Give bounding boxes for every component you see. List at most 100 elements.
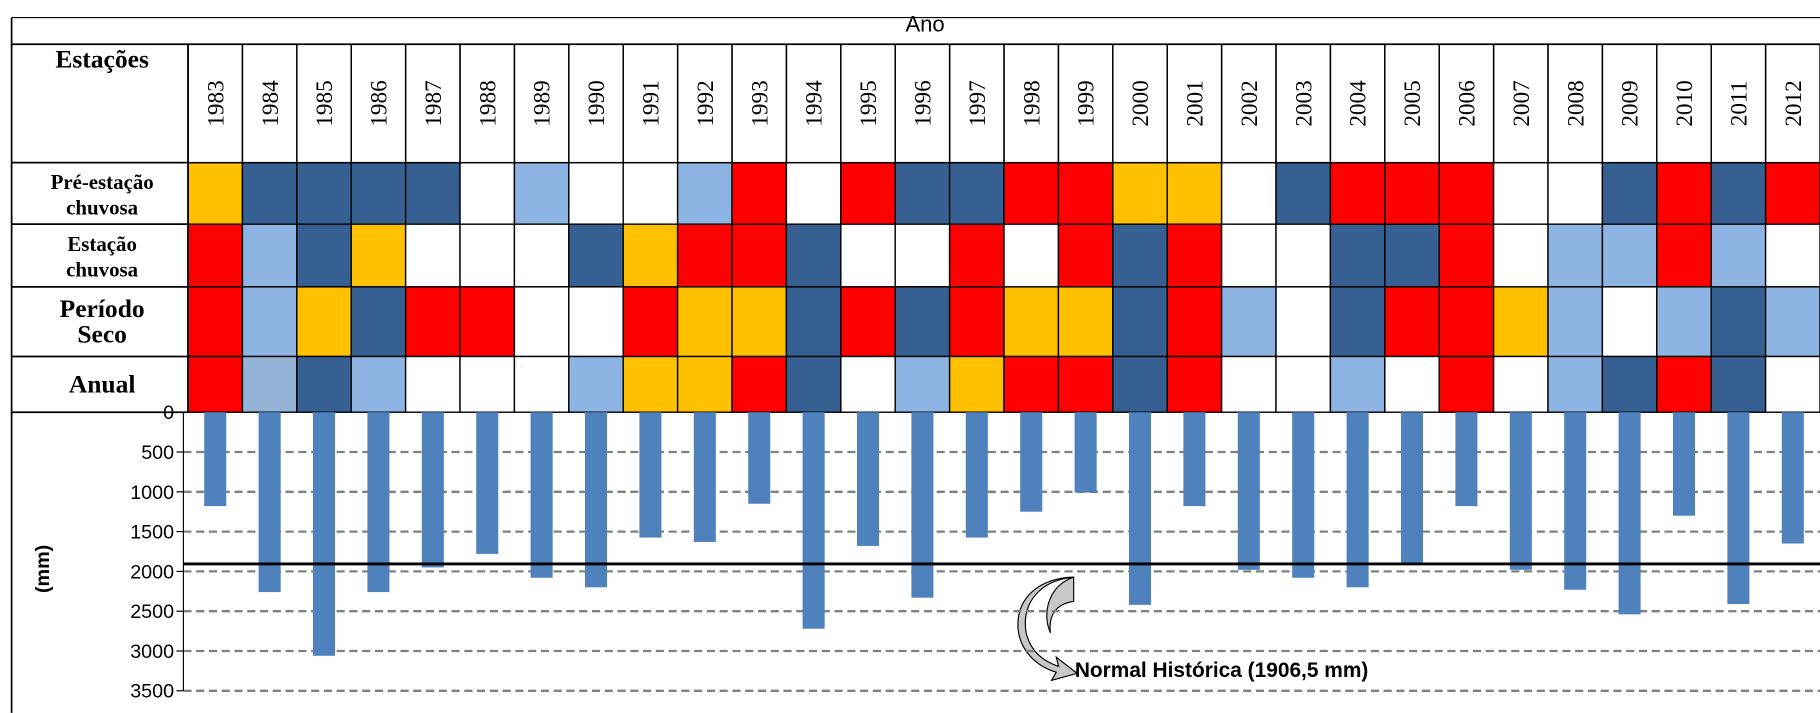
cell — [1764, 223, 1820, 288]
year-label: 2008 — [1563, 80, 1589, 126]
bar — [258, 412, 281, 593]
cell — [513, 286, 570, 358]
cell — [1220, 355, 1277, 413]
cell — [1601, 223, 1658, 288]
row-label: chuvosa — [66, 257, 138, 281]
cell — [1438, 161, 1495, 225]
year-label: 2005 — [1400, 80, 1426, 126]
year-label: 2007 — [1509, 80, 1535, 126]
year-label: 2006 — [1455, 80, 1481, 126]
y-tick-label: 0 — [163, 402, 174, 424]
year-label: 2004 — [1346, 80, 1372, 127]
cell — [459, 223, 516, 288]
cell — [1112, 355, 1168, 413]
cell — [568, 286, 624, 358]
row-label: chuvosa — [66, 195, 138, 219]
bar — [693, 412, 716, 542]
cell — [1220, 286, 1277, 358]
year-label: 1993 — [747, 80, 773, 126]
cell — [840, 223, 896, 288]
cell — [1764, 286, 1820, 358]
y-tick-label: 2000 — [130, 561, 174, 583]
cell — [404, 223, 461, 288]
year-label: 1998 — [1019, 80, 1045, 126]
cell — [241, 223, 298, 288]
bar — [1781, 412, 1804, 544]
bar — [965, 412, 988, 538]
year-label: 1991 — [639, 80, 665, 126]
cell — [1166, 355, 1223, 413]
cell — [1003, 355, 1060, 413]
cell — [568, 355, 624, 413]
cell — [622, 286, 679, 358]
cell — [1057, 223, 1114, 288]
cell — [187, 286, 244, 358]
cell — [1112, 286, 1168, 358]
bar — [639, 412, 662, 538]
cell — [404, 161, 461, 225]
year-label: 1983 — [203, 80, 229, 126]
row-label: Anual — [69, 369, 136, 398]
year-label: 1995 — [856, 80, 882, 126]
corner-label: Estações — [55, 44, 149, 73]
cell — [676, 223, 733, 288]
cell — [894, 286, 951, 358]
cell — [1329, 161, 1386, 225]
cell — [1329, 223, 1386, 288]
cell — [785, 223, 842, 288]
year-label: 1986 — [367, 80, 393, 126]
cell — [785, 355, 842, 413]
cell — [1547, 161, 1604, 225]
year-label: 2009 — [1618, 80, 1644, 126]
cell — [1492, 355, 1549, 413]
cell — [241, 161, 298, 225]
year-label: 2011 — [1727, 81, 1753, 127]
bar — [1400, 412, 1424, 565]
y-tick-label: 3500 — [130, 681, 174, 703]
year-label: 2002 — [1237, 80, 1263, 126]
bar — [1672, 412, 1696, 516]
cell — [1492, 286, 1549, 358]
bar — [1346, 412, 1369, 588]
cell — [1329, 355, 1386, 413]
bar — [1074, 412, 1097, 493]
bar — [1564, 412, 1587, 590]
row-label: Pré-estação — [51, 170, 154, 194]
row-label: Seco — [77, 320, 127, 349]
cell — [1764, 355, 1820, 413]
cell — [1329, 286, 1386, 358]
bar — [1020, 412, 1043, 512]
year-label: 1994 — [802, 80, 828, 127]
year-label: 1990 — [584, 80, 610, 126]
cell — [1057, 286, 1114, 358]
cell — [1384, 286, 1440, 358]
bar — [911, 412, 934, 598]
reference-label: Normal Histórica (1906,5 mm) — [1075, 659, 1369, 682]
year-label: 1988 — [475, 80, 501, 126]
bar — [748, 412, 771, 504]
year-label: 1984 — [258, 80, 284, 127]
cell — [1710, 286, 1767, 358]
cell — [1601, 161, 1658, 225]
bar — [313, 412, 336, 656]
cell — [731, 355, 788, 413]
cell — [1656, 161, 1712, 225]
cell — [1112, 161, 1168, 225]
cell — [1220, 161, 1277, 225]
year-label: 1999 — [1074, 80, 1100, 126]
cell — [1166, 161, 1223, 225]
year-label: 2003 — [1291, 80, 1317, 126]
cell — [1384, 161, 1440, 225]
cell — [948, 161, 1005, 225]
cell — [1057, 355, 1114, 413]
bar — [1509, 412, 1532, 570]
cell — [187, 355, 244, 413]
cell — [948, 355, 1005, 413]
cell — [459, 161, 516, 225]
cell — [1438, 286, 1495, 358]
cell — [187, 161, 244, 225]
cell — [404, 286, 461, 358]
cell — [1384, 355, 1440, 413]
cell — [1656, 355, 1712, 413]
cell — [1547, 286, 1604, 358]
